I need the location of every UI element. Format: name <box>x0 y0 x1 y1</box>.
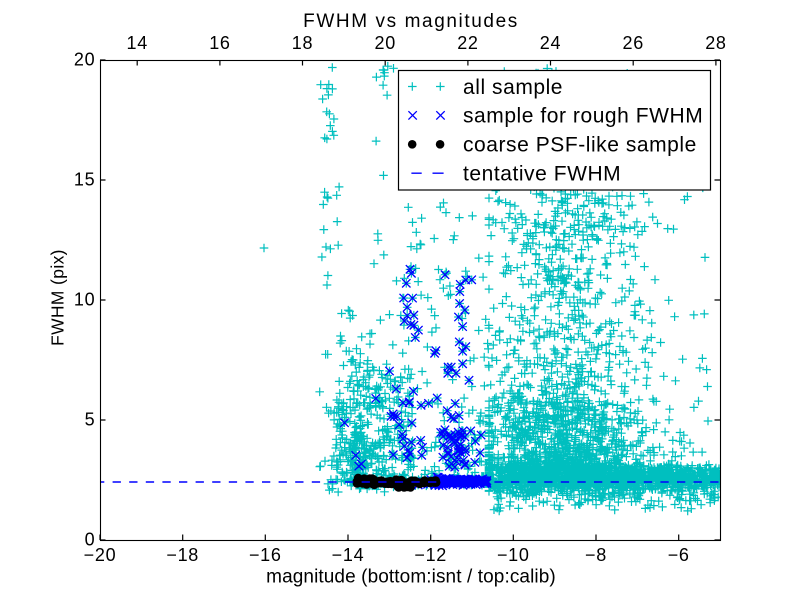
svg-text:26: 26 <box>622 33 643 53</box>
svg-text:0: 0 <box>85 530 96 550</box>
svg-text:5: 5 <box>85 410 96 430</box>
svg-text:FWHM (pix): FWHM (pix) <box>48 249 68 346</box>
svg-text:−10: −10 <box>497 545 530 565</box>
svg-text:22: 22 <box>457 33 478 53</box>
svg-text:FWHM vs magnitudes: FWHM vs magnitudes <box>303 11 519 32</box>
svg-text:−18: −18 <box>166 545 199 565</box>
svg-text:20: 20 <box>74 50 95 70</box>
svg-text:−20: −20 <box>84 545 117 565</box>
svg-text:−8: −8 <box>585 545 607 565</box>
svg-text:24: 24 <box>540 33 561 53</box>
svg-text:−12: −12 <box>414 545 447 565</box>
svg-text:tentative FWHM: tentative FWHM <box>463 163 621 186</box>
svg-text:−16: −16 <box>249 545 282 565</box>
svg-text:28: 28 <box>705 33 726 53</box>
svg-text:coarse PSF-like sample: coarse PSF-like sample <box>463 134 697 157</box>
svg-text:14: 14 <box>126 33 147 53</box>
svg-text:20: 20 <box>374 33 395 53</box>
svg-text:18: 18 <box>292 33 313 53</box>
svg-text:15: 15 <box>74 170 95 190</box>
svg-text:10: 10 <box>74 290 95 310</box>
svg-text:16: 16 <box>209 33 230 53</box>
svg-text:sample for rough FWHM: sample for rough FWHM <box>463 105 703 128</box>
svg-text:magnitude (bottom:isnt / top:c: magnitude (bottom:isnt / top:calib) <box>266 567 556 588</box>
svg-text:all sample: all sample <box>463 76 563 99</box>
svg-text:−14: −14 <box>332 545 365 565</box>
svg-text:−6: −6 <box>668 545 690 565</box>
